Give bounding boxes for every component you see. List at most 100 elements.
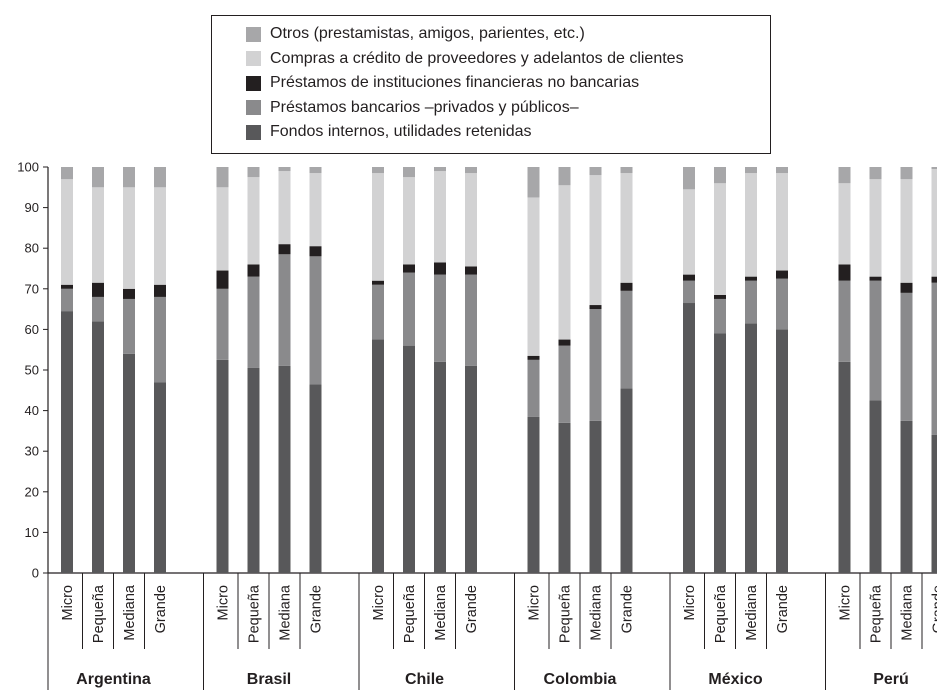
bar-segment-argentina-grande-s4	[154, 167, 166, 188]
bar-segment-perú-grande-s0	[931, 434, 937, 573]
bar-segment-perú-pequeña-s1	[869, 280, 882, 401]
bar-segment-brasil-grande-s4	[309, 167, 322, 174]
y-tick-label: 60	[25, 322, 39, 337]
bar-segment-argentina-micro-s3	[61, 179, 73, 285]
bar-segment-argentina-grande-s3	[154, 187, 166, 285]
legend-item: Fondos internos, utilidades retenidas	[246, 122, 532, 142]
bar-segment-chile-micro-s2	[372, 280, 384, 285]
y-tick-label: 20	[25, 484, 39, 499]
bar-segment-brasil-mediana-s0	[278, 365, 291, 573]
category-label: Micro	[838, 585, 854, 620]
bar-segment-perú-micro-s2	[838, 264, 851, 281]
bar-segment-chile-mediana-s1	[434, 274, 446, 362]
bar-segment-colombia-mediana-s4	[589, 167, 602, 176]
bar-segment-colombia-mediana-s0	[589, 420, 602, 573]
bar-segment-brasil-grande-s0	[309, 384, 322, 573]
group-label-colombia: Colombia	[544, 671, 617, 688]
bar-segment-brasil-grande-s2	[309, 246, 322, 257]
bar-segment-chile-micro-s1	[372, 284, 384, 340]
bar-segment-chile-grande-s0	[465, 365, 477, 573]
group-label-brasil: Brasil	[247, 671, 291, 688]
bar-segment-brasil-micro-s1	[216, 288, 229, 360]
bar-segment-argentina-mediana-s3	[123, 187, 135, 289]
category-label: Grande	[775, 585, 791, 633]
bar-segment-argentina-micro-s4	[61, 167, 73, 180]
category-label: Grande	[309, 585, 325, 633]
category-label: Pequeña	[91, 584, 107, 643]
bar-segment-chile-micro-s4	[372, 167, 384, 174]
category-label: Micro	[527, 585, 543, 620]
bar-segment-argentina-grande-s0	[154, 382, 166, 573]
bar-segment-colombia-micro-s1	[527, 359, 540, 417]
legend-label: Fondos internos, utilidades retenidas	[270, 123, 532, 140]
category-label: Pequeña	[402, 584, 418, 643]
bar-segment-méxico-mediana-s3	[745, 173, 757, 277]
bar-segment-colombia-mediana-s1	[589, 309, 602, 421]
category-label: Pequeña	[558, 584, 574, 643]
bar-segment-perú-micro-s1	[838, 280, 851, 362]
category-label: Mediana	[744, 584, 760, 641]
bar-segment-perú-mediana-s2	[900, 282, 913, 293]
bar-segment-brasil-micro-s3	[216, 187, 229, 271]
bar-segment-chile-pequeña-s2	[403, 264, 415, 273]
bar-segment-méxico-pequeña-s1	[714, 298, 726, 334]
bar-segment-chile-grande-s2	[465, 266, 477, 275]
bar-segment-perú-grande-s4	[931, 167, 937, 170]
bar-segment-colombia-micro-s3	[527, 197, 540, 356]
y-tick-label: 80	[25, 241, 39, 256]
bar-segment-méxico-grande-s1	[776, 278, 788, 330]
bar-segment-colombia-pequeña-s3	[558, 185, 571, 340]
bar-segment-colombia-pequeña-s4	[558, 167, 571, 186]
category-label: Mediana	[278, 584, 294, 641]
category-label: Micro	[371, 585, 387, 620]
bar-segment-perú-grande-s3	[931, 169, 937, 277]
y-tick-label: 30	[25, 444, 39, 459]
bar-segment-perú-grande-s1	[931, 282, 937, 435]
legend-label: Préstamos bancarios –privados y públicos…	[270, 98, 579, 116]
bar-segment-colombia-grande-s3	[620, 173, 633, 283]
y-tick-label: 90	[25, 200, 39, 215]
category-label: Grande	[464, 585, 480, 633]
legend-item: Compras a crédito de proveedores y adela…	[246, 49, 684, 69]
bar-segment-méxico-pequeña-s4	[714, 167, 726, 184]
bar-segment-brasil-mediana-s1	[278, 254, 291, 366]
legend-swatch	[246, 100, 261, 115]
bar-segment-argentina-pequeña-s4	[92, 167, 104, 188]
bar-segment-chile-micro-s3	[372, 173, 384, 281]
bar-segment-colombia-pequeña-s1	[558, 345, 571, 423]
bar-segment-argentina-mediana-s1	[123, 298, 135, 354]
bar-segment-brasil-mediana-s2	[278, 244, 291, 255]
category-label: Grande	[153, 585, 169, 633]
group-label-argentina: Argentina	[76, 671, 151, 688]
bar-segment-perú-micro-s3	[838, 183, 851, 265]
y-tick-label: 10	[25, 525, 39, 540]
category-label: Grande	[931, 585, 937, 633]
bar-segment-argentina-grande-s2	[154, 284, 166, 297]
bar-segment-méxico-micro-s4	[683, 167, 695, 190]
bar-segment-brasil-pequeña-s0	[247, 367, 260, 573]
category-label: Pequeña	[713, 584, 729, 643]
bar-segment-brasil-grande-s1	[309, 256, 322, 385]
bar-segment-chile-pequeña-s3	[403, 177, 415, 265]
bar-segment-chile-pequeña-s4	[403, 167, 415, 178]
legend-label: Préstamos de instituciones financieras n…	[270, 74, 640, 91]
bar-segment-argentina-pequeña-s3	[92, 187, 104, 283]
bar-segment-colombia-grande-s1	[620, 290, 633, 389]
bar-segment-brasil-micro-s4	[216, 167, 229, 188]
category-label: Micro	[216, 585, 232, 620]
category-label: Pequeña	[247, 584, 263, 643]
bar-segment-colombia-pequeña-s0	[558, 422, 571, 573]
bar-segment-perú-micro-s4	[838, 167, 851, 184]
bar-segment-chile-pequeña-s0	[403, 345, 415, 573]
bar-segment-argentina-pequeña-s2	[92, 282, 104, 297]
bar-segment-argentina-pequeña-s1	[92, 296, 104, 322]
y-tick-label: 40	[25, 403, 39, 418]
category-label: Micro	[60, 585, 76, 620]
bar-segment-argentina-mediana-s4	[123, 167, 135, 188]
bar-segment-argentina-micro-s0	[61, 311, 73, 573]
bar-segment-perú-mediana-s1	[900, 292, 913, 421]
bar-segment-méxico-mediana-s0	[745, 323, 757, 573]
bar-segment-méxico-grande-s0	[776, 329, 788, 573]
category-label: Grande	[620, 585, 636, 633]
